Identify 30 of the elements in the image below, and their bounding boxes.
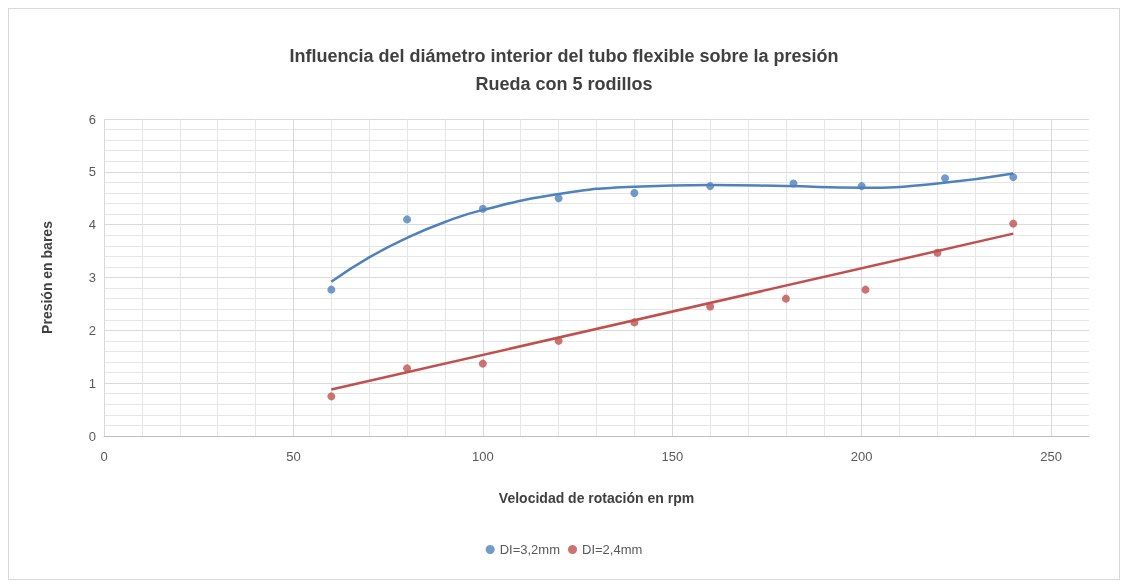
point [327, 392, 336, 401]
x-tick-label: 50 [286, 449, 301, 464]
point [630, 188, 639, 197]
x-tick-label: 0 [100, 449, 108, 464]
point [403, 215, 412, 224]
point [941, 174, 950, 183]
point [861, 285, 870, 294]
x-tick-label: 200 [850, 449, 873, 464]
legend-label: DI=3,2mm [499, 542, 561, 557]
y-tick-label: 5 [88, 164, 96, 180]
y-tick-label: 2 [88, 322, 96, 338]
point [781, 294, 790, 303]
legend-label: DI=2,4mm [582, 542, 643, 557]
chart-subtitle: Rueda con 5 rodillos [475, 74, 653, 94]
x-tick-label: 150 [661, 449, 684, 464]
y-tick-label: 0 [88, 428, 96, 444]
x-tick-label: 100 [471, 449, 494, 464]
x-axis-title: Velocidad de rotación en rpm [498, 490, 695, 506]
point [554, 194, 563, 203]
point [1009, 219, 1018, 228]
chart-title: Influencia del diámetro interior del tubo flexible sobre la presión [289, 46, 839, 66]
point [478, 359, 487, 368]
y-tick-label: 4 [88, 217, 96, 233]
point [1009, 173, 1018, 182]
y-axis-title: Presión en bares [39, 220, 55, 334]
y-tick-label: 1 [88, 375, 96, 391]
point [327, 285, 336, 294]
y-tick-label: 3 [88, 270, 96, 285]
x-tick-label: 250 [1040, 449, 1062, 464]
y-tick-label: 6 [88, 111, 96, 127]
